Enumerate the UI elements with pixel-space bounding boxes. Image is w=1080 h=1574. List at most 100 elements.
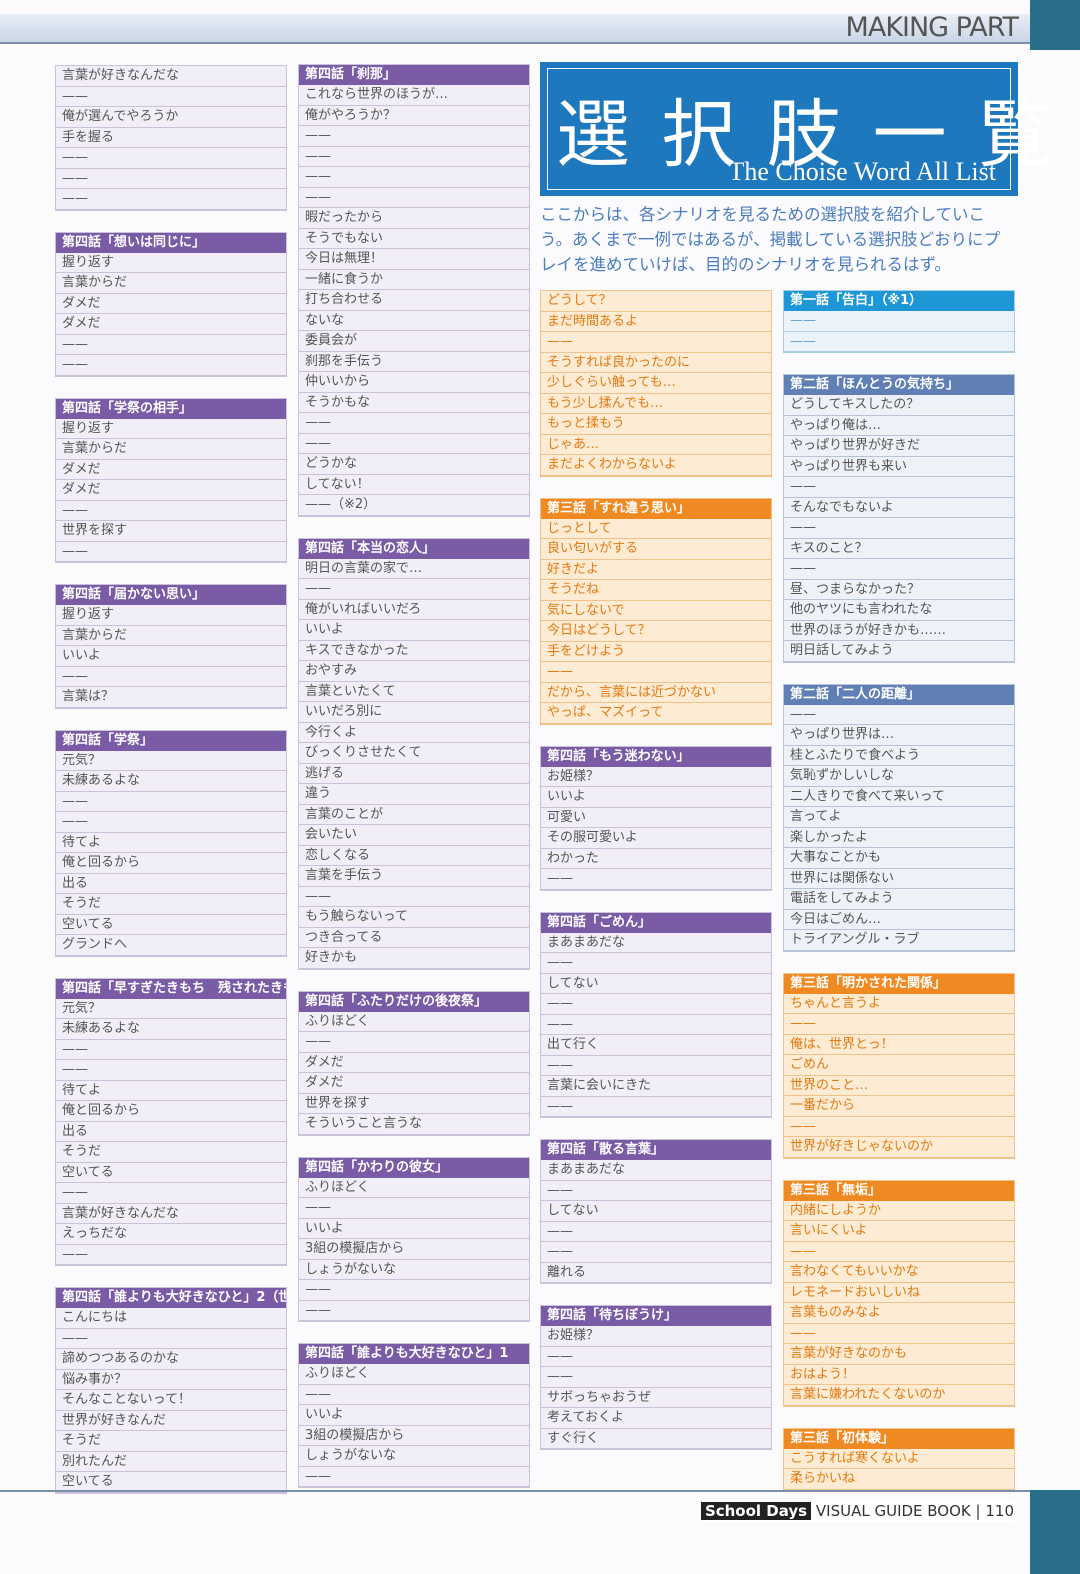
episode-heading: 第三話「すれ違う思い」	[541, 498, 771, 519]
choice-item: 世界のほうが好きかも……	[784, 620, 1014, 641]
choice-item: ——	[784, 311, 1014, 332]
choice-item: そうだ	[56, 1431, 286, 1452]
choice-item: 世界を探す	[299, 1093, 529, 1114]
choice-item: 恋しくなる	[299, 845, 529, 866]
page-number: 110	[985, 1502, 1014, 1520]
choice-item: 世界のこと…	[784, 1075, 1014, 1096]
choice-item: そうでもない	[299, 228, 529, 249]
choice-item: 一番だから	[784, 1096, 1014, 1117]
choice-item: してない！	[299, 474, 529, 495]
choice-item: 打ち合わせる	[299, 290, 529, 311]
choice-item: ——	[541, 1346, 771, 1367]
choice-item: ——	[541, 1014, 771, 1035]
choice-item: 言いにくいよ	[784, 1221, 1014, 1242]
choice-item: 大事なことかも	[784, 848, 1014, 869]
choice-item: そういうこと言うな	[299, 1114, 529, 1135]
choice-item: 言わなくてもいいかな	[784, 1262, 1014, 1283]
choice-item: 悩み事か？	[56, 1369, 286, 1390]
choice-item: そうだ	[56, 894, 286, 915]
choice-item: おやすみ	[299, 661, 529, 682]
choice-box: 第四話「早すぎたきもち 残されたきもち」元気？未練あるよな————待てよ俺と回る…	[55, 977, 287, 1266]
corner-block	[1030, 0, 1080, 50]
subtitle: The Choise Word All List	[728, 157, 996, 186]
choice-item: 他のヤツにも言われたな	[784, 600, 1014, 621]
choice-item: 考えておくよ	[541, 1408, 771, 1429]
choice-item: びっくりさせたくて	[299, 743, 529, 764]
choice-item: 俺は、世界とっ！	[784, 1034, 1014, 1055]
choice-item: サボっちゃおうぜ	[541, 1387, 771, 1408]
choice-item: やっぱ、マズイって	[541, 703, 771, 724]
episode-heading: 第四話「刹那」	[299, 65, 529, 85]
book-title: VISUAL GUIDE BOOK	[815, 1502, 971, 1520]
episode-heading: 第四話「学祭の相手」	[56, 398, 286, 419]
episode-heading: 第四話「想いは同じに」	[56, 232, 286, 253]
choice-item: まあまあだな	[541, 1160, 771, 1181]
choice-item: 言葉を手伝う	[299, 866, 529, 887]
choice-item: ふりほどく	[299, 1011, 529, 1032]
choice-item: 可愛い	[541, 807, 771, 828]
choice-item: 別れたんだ	[56, 1451, 286, 1472]
choice-item: ふりほどく	[299, 1364, 529, 1385]
choice-item: そんなでもないよ	[784, 497, 1014, 518]
choice-item: ——	[541, 1180, 771, 1201]
choice-item: 言葉に嫌われたくないのか	[784, 1385, 1014, 1406]
choice-item: ——	[541, 332, 771, 353]
footer: School Days VISUAL GUIDE BOOK | 110	[700, 1500, 1014, 1522]
choice-item: 昼、つまらなかった？	[784, 579, 1014, 600]
choice-item: わかった	[541, 848, 771, 869]
section-label: MAKING PART	[845, 12, 1019, 43]
choice-item: 言葉ものみなよ	[784, 1303, 1014, 1324]
title-box: 選 択 肢 一 覧 The Choise Word All List	[540, 62, 1052, 196]
choice-item: ——（※2）	[299, 495, 529, 516]
choice-item: そうすれば良かったのに	[541, 352, 771, 373]
choice-item: 世界が好きじゃないのか	[784, 1137, 1014, 1158]
choice-item: 気にしないで	[541, 600, 771, 621]
choice-item: 桂とふたりで食べよう	[784, 745, 1014, 766]
choice-item: つき合ってる	[299, 927, 529, 948]
choice-item: 俺と回るから	[56, 853, 286, 874]
choice-item: 空いてる	[56, 1472, 286, 1493]
choice-item: 良い匂いがする	[541, 539, 771, 560]
choice-item: 俺がやろうか？	[299, 105, 529, 126]
choice-item: 二人きりで食べて来いって	[784, 786, 1014, 807]
choice-box: 第四話「学祭」 元気？ 未練あるよな —— —— 待てよ 俺と回るから 出る そうだ 空いてる グラ…	[55, 729, 287, 957]
choice-item: ——	[56, 666, 286, 687]
choice-item: 3組の模擬店から	[299, 1239, 529, 1260]
choice-item: ——	[784, 477, 1014, 498]
choice-item: ——	[56, 791, 286, 812]
choice-box: どうして？ まだ時間あるよ —— そうすれば良かったのに 少しぐらい触っても… もう少し揉…	[540, 290, 772, 477]
description: ここからは、各シナリオを見るための選択肢を紹介していこう。あくまで一例ではあるが…	[540, 205, 1001, 274]
choice-item: 今行くよ	[299, 722, 529, 743]
choice-item: いいよ	[299, 620, 529, 641]
choice-item: ——	[541, 869, 771, 890]
choice-item: 仲いいから	[299, 372, 529, 393]
choice-item: 言葉は？	[56, 687, 286, 708]
choice-item: どうしてキスしたの？	[784, 395, 1014, 416]
choice-item: 言葉からだ	[56, 439, 286, 460]
choice-item: ——	[784, 331, 1014, 352]
choice-item: もっと揉もう	[541, 414, 771, 435]
choice-item: ——	[56, 1244, 286, 1265]
choice-item: ——	[56, 148, 286, 169]
choice-item: ——	[56, 812, 286, 833]
choice-item: ——	[299, 433, 529, 454]
choice-item: 世界が好きなんだ	[56, 1410, 286, 1431]
choice-item: まあまあだな	[541, 932, 771, 953]
choice-box: 第三話「初体験」 こうすれば寒くないよ 柔らかいね	[783, 1427, 1015, 1491]
choice-item: 俺がいればいいだろ	[299, 599, 529, 620]
choice-item: 元気？	[56, 750, 286, 771]
choice-item: いいよ	[541, 787, 771, 808]
choice-item: ——	[541, 1055, 771, 1076]
choice-item: やっぱり世界は…	[784, 725, 1014, 746]
choice-item: ——	[784, 1014, 1014, 1035]
choice-item: ちゃんと言うよ	[784, 993, 1014, 1014]
choice-item: ダメだ	[56, 480, 286, 501]
choice-item: お姫様？	[541, 766, 771, 787]
episode-heading: 第四話「誰よりも大好きなひと」2（世界寄り）	[56, 1288, 286, 1308]
choice-box: 第四話「誰よりも大好きなひと」2（世界寄り）こんにちは——諦めつつあるのかな悩み…	[55, 1287, 287, 1494]
choice-item: 未練あるよな	[56, 1019, 286, 1040]
choice-item: キスできなかった	[299, 640, 529, 661]
choice-item: 逃げる	[299, 763, 529, 784]
choice-item: 言ってよ	[784, 807, 1014, 828]
